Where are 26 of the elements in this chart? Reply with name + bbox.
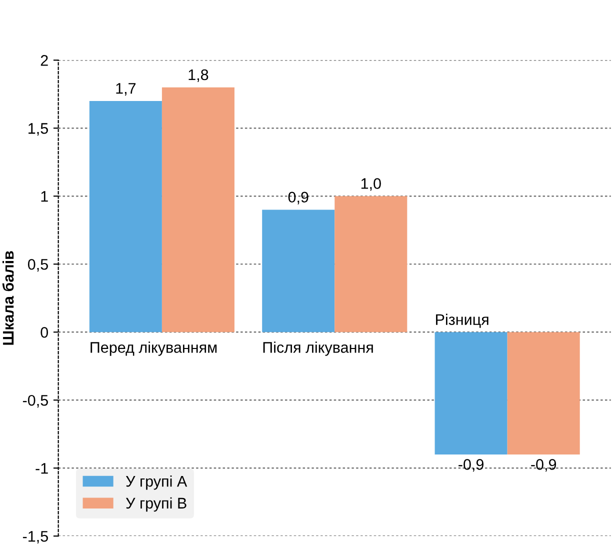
y-tick-label: 1,5 — [28, 123, 48, 136]
bar — [89, 100, 162, 332]
y-tick-label: -1 — [36, 463, 48, 474]
legend-label: У групі В — [126, 497, 186, 512]
y-tick-label: -1,5 — [22, 531, 48, 544]
data-label: 1,0 — [361, 178, 381, 191]
bar — [507, 332, 580, 454]
bar — [334, 196, 408, 332]
y-tick-label: 2 — [40, 55, 48, 66]
y-tick-label: 1 — [41, 191, 48, 202]
bar — [434, 332, 508, 454]
x-tick-label: Різниця — [436, 314, 488, 328]
y-axis-title: Шкала балів — [2, 251, 14, 345]
data-label: 0,9 — [288, 192, 308, 204]
data-label: -0,9 — [531, 459, 556, 472]
data-label: 1,7 — [116, 83, 136, 96]
data-label: -0,9 — [458, 459, 484, 472]
y-tick-label: 0 — [40, 326, 48, 338]
bar — [162, 87, 234, 332]
x-tick-label: Після лікування — [263, 342, 373, 356]
y-tick-label: 0,5 — [28, 258, 48, 272]
bar — [262, 210, 335, 332]
data-label: 1,8 — [188, 69, 208, 82]
x-tick-label: Перед лікуванням — [90, 342, 217, 356]
legend-label: У групі А — [126, 475, 188, 490]
y-tick-label: -0,5 — [22, 394, 48, 408]
